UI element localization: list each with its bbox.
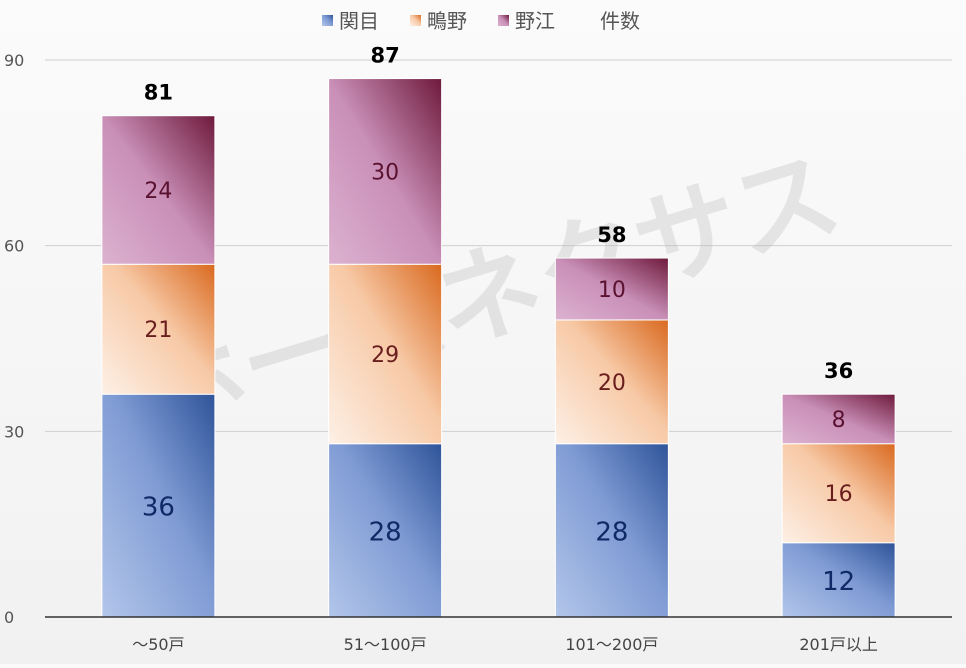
x-tick-label: 201戸以上 — [799, 635, 878, 654]
legend-label: 鴫野 — [427, 9, 467, 33]
bar-segment-0 — [101, 393, 216, 618]
legend-swatch — [410, 15, 421, 26]
total-label: 36 — [824, 359, 853, 383]
x-tick-label: 101～200戸 — [565, 635, 658, 654]
bar-segment-0 — [781, 542, 896, 618]
bar-segment-2 — [328, 78, 443, 265]
legend-swatch — [322, 15, 333, 26]
legend-label: 野江 — [515, 9, 555, 33]
x-tick-label: 51～100戸 — [344, 635, 427, 654]
watermark: ホームネクサス — [126, 132, 853, 460]
data-label: 24 — [144, 179, 172, 204]
bar-segment-2 — [101, 115, 216, 265]
bar-segment-1 — [328, 263, 443, 445]
bars: 36 21 24 81 28 29 30 87 28 20 10 58 12 16 8 36 — [101, 44, 896, 618]
y-tick-label: 0 — [4, 608, 14, 627]
data-label: 16 — [825, 482, 853, 507]
x-tick-label: ～50戸 — [132, 635, 184, 654]
bar-segment-1 — [101, 263, 216, 395]
total-label: 58 — [597, 223, 626, 247]
bar-segment-0 — [554, 443, 669, 618]
data-label: 10 — [598, 278, 626, 303]
legend: 関目 鴫野 野江 件数 — [322, 9, 640, 33]
watermark-text: ホームネクサス — [126, 132, 853, 460]
data-label: 29 — [371, 343, 399, 368]
legend-label: 件数 — [600, 9, 640, 33]
data-label: 20 — [598, 371, 626, 396]
bar-segment-1 — [554, 319, 669, 445]
legend-label: 関目 — [339, 9, 379, 33]
legend-swatch — [498, 15, 509, 26]
bar-segment-2 — [554, 257, 669, 321]
y-tick-label: 90 — [4, 51, 24, 70]
data-label: 12 — [822, 567, 855, 597]
axes: 0 30 60 90 ～50戸 51～100戸 101～200戸 201戸以上 — [4, 51, 952, 654]
bar-segment-0 — [328, 443, 443, 618]
data-label: 21 — [144, 318, 172, 343]
bar-segment-2 — [781, 393, 896, 445]
total-label: 81 — [144, 81, 173, 105]
data-label: 30 — [371, 160, 399, 185]
data-label: 8 — [832, 408, 846, 433]
bar-segment-1 — [781, 443, 896, 544]
total-label: 87 — [371, 44, 400, 68]
y-tick-label: 60 — [4, 237, 24, 256]
data-label: 36 — [142, 493, 175, 523]
y-tick-label: 30 — [4, 422, 24, 441]
data-label: 28 — [595, 517, 628, 547]
data-label: 28 — [369, 517, 402, 547]
